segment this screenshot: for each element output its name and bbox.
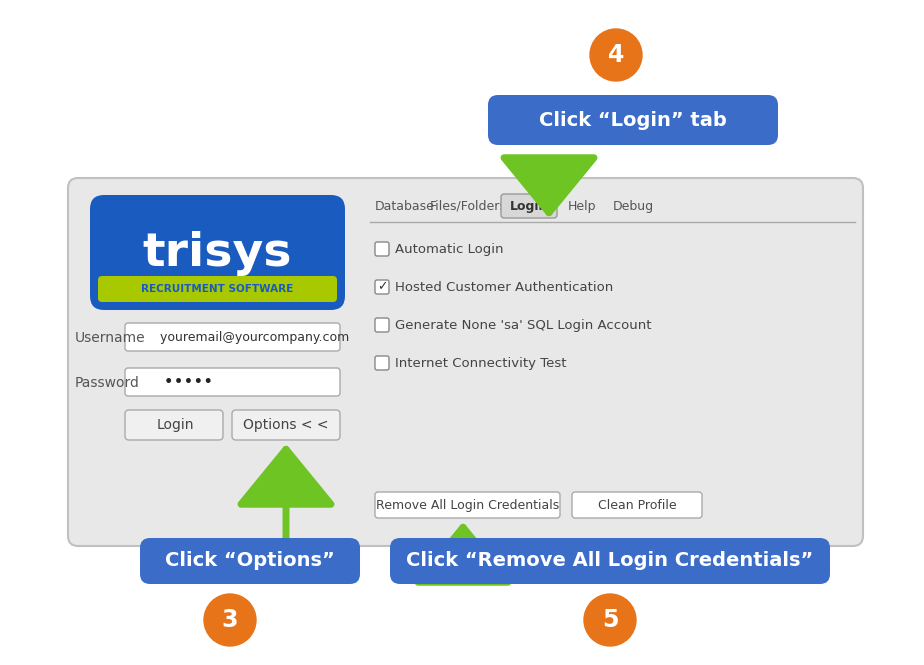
FancyBboxPatch shape [375,318,389,332]
Text: Help: Help [568,200,597,213]
FancyBboxPatch shape [98,276,337,302]
Text: Debug: Debug [613,200,654,213]
FancyBboxPatch shape [375,492,560,518]
FancyBboxPatch shape [375,356,389,370]
FancyBboxPatch shape [90,195,345,310]
FancyBboxPatch shape [390,538,830,584]
Text: Options < <: Options < < [243,418,329,432]
Text: Clean Profile: Clean Profile [598,499,676,511]
Text: 5: 5 [602,608,618,632]
FancyBboxPatch shape [125,368,340,396]
Text: Hosted Customer Authentication: Hosted Customer Authentication [395,281,614,293]
FancyBboxPatch shape [572,492,702,518]
FancyBboxPatch shape [488,95,778,145]
FancyBboxPatch shape [125,410,223,440]
Circle shape [584,594,636,646]
FancyBboxPatch shape [501,194,557,218]
Text: 4: 4 [608,43,625,67]
Circle shape [590,29,642,81]
Text: Automatic Login: Automatic Login [395,243,504,255]
Text: Click “Remove All Login Credentials”: Click “Remove All Login Credentials” [407,551,814,571]
Text: ✓: ✓ [377,281,387,293]
Text: RECRUITMENT SOFTWARE: RECRUITMENT SOFTWARE [141,284,294,294]
Text: Login: Login [156,418,194,432]
Text: Login: Login [510,200,548,213]
Text: Remove All Login Credentials: Remove All Login Credentials [376,499,559,511]
Text: Password: Password [75,376,140,390]
FancyBboxPatch shape [140,538,360,584]
Text: Generate None 'sa' SQL Login Account: Generate None 'sa' SQL Login Account [395,319,651,331]
FancyBboxPatch shape [232,410,340,440]
Text: Click “Options”: Click “Options” [165,551,334,571]
Text: trisys: trisys [142,231,292,275]
Text: Click “Login” tab: Click “Login” tab [539,110,727,130]
FancyBboxPatch shape [125,323,340,351]
Circle shape [204,594,256,646]
FancyBboxPatch shape [68,178,863,546]
Text: youremail@yourcompany.com: youremail@yourcompany.com [148,331,349,344]
Text: Username: Username [75,331,146,345]
Text: 3: 3 [222,608,238,632]
FancyBboxPatch shape [375,242,389,256]
Text: Database: Database [375,200,435,213]
Text: •••••: ••••• [148,373,213,391]
Text: Internet Connectivity Test: Internet Connectivity Test [395,356,566,370]
FancyBboxPatch shape [375,280,389,294]
Text: Files/Folders: Files/Folders [430,200,507,213]
